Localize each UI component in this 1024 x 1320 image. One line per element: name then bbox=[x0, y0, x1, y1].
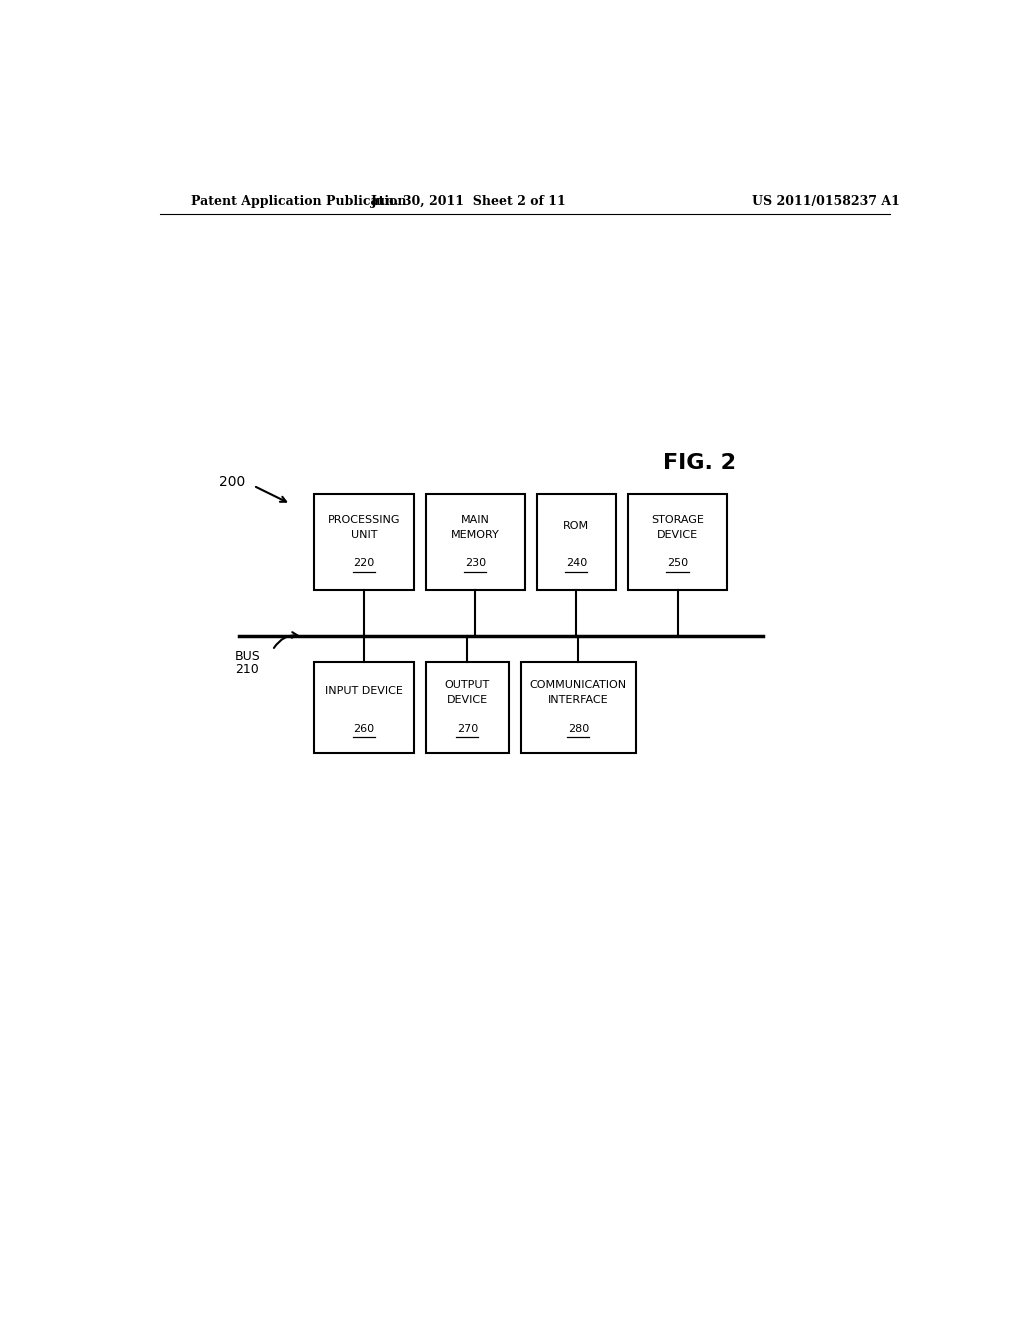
Text: 260: 260 bbox=[353, 723, 375, 734]
Text: OUTPUT: OUTPUT bbox=[444, 680, 489, 690]
Text: PROCESSING: PROCESSING bbox=[328, 515, 400, 525]
Text: STORAGE: STORAGE bbox=[651, 515, 705, 525]
Text: 230: 230 bbox=[465, 558, 485, 569]
Text: DEVICE: DEVICE bbox=[446, 696, 487, 705]
Text: MAIN: MAIN bbox=[461, 515, 489, 525]
Text: ROM: ROM bbox=[563, 521, 590, 531]
FancyBboxPatch shape bbox=[314, 494, 414, 590]
Text: MEMORY: MEMORY bbox=[451, 529, 500, 540]
Text: Patent Application Publication: Patent Application Publication bbox=[191, 194, 407, 207]
Text: US 2011/0158237 A1: US 2011/0158237 A1 bbox=[753, 194, 900, 207]
Text: INPUT DEVICE: INPUT DEVICE bbox=[326, 686, 403, 696]
Text: 240: 240 bbox=[565, 558, 587, 569]
Text: COMMUNICATION: COMMUNICATION bbox=[529, 680, 627, 690]
FancyBboxPatch shape bbox=[537, 494, 616, 590]
Text: 210: 210 bbox=[236, 663, 259, 676]
FancyBboxPatch shape bbox=[426, 661, 509, 752]
Text: 200: 200 bbox=[219, 475, 246, 488]
Text: FIG. 2: FIG. 2 bbox=[663, 453, 736, 474]
FancyBboxPatch shape bbox=[426, 494, 524, 590]
Text: 270: 270 bbox=[457, 723, 478, 734]
Text: 220: 220 bbox=[353, 558, 375, 569]
FancyBboxPatch shape bbox=[628, 494, 727, 590]
Text: DEVICE: DEVICE bbox=[657, 529, 698, 540]
Text: 250: 250 bbox=[667, 558, 688, 569]
FancyBboxPatch shape bbox=[521, 661, 636, 752]
Text: BUS: BUS bbox=[236, 649, 261, 663]
Text: Jun. 30, 2011  Sheet 2 of 11: Jun. 30, 2011 Sheet 2 of 11 bbox=[372, 194, 567, 207]
FancyBboxPatch shape bbox=[314, 661, 414, 752]
Text: UNIT: UNIT bbox=[351, 529, 378, 540]
Text: INTERFACE: INTERFACE bbox=[548, 696, 608, 705]
Text: 280: 280 bbox=[567, 723, 589, 734]
